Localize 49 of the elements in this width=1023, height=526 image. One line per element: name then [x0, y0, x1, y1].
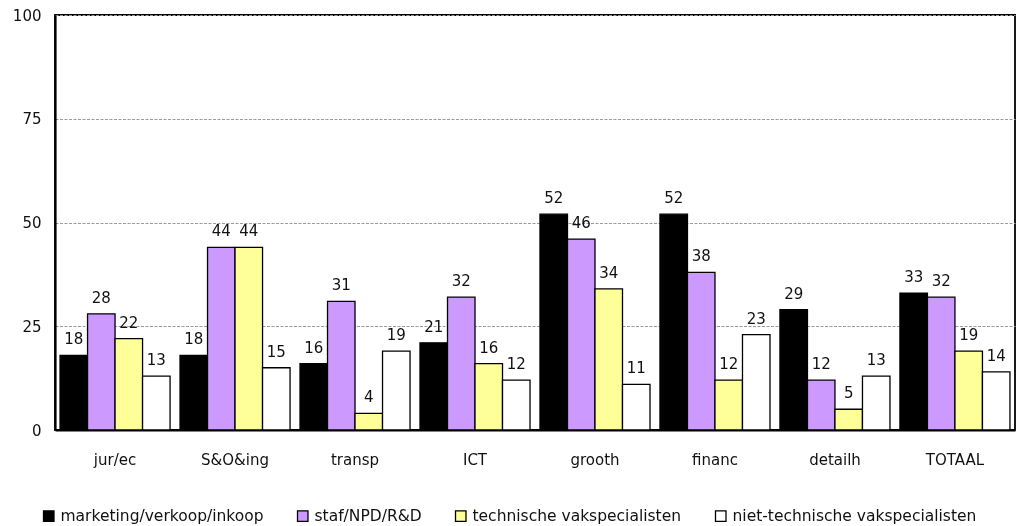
data-label: 21	[424, 317, 444, 336]
legend-label: technische vakspecialisten	[472, 507, 682, 526]
data-label: 5	[843, 384, 854, 403]
x-tick-label: S&O&ing	[201, 450, 269, 469]
y-tick-label: 75	[22, 110, 42, 129]
data-label: 32	[451, 272, 471, 291]
x-tick-label: transp	[330, 450, 380, 469]
data-label: 19	[386, 326, 406, 345]
x-tick-label: detailh	[809, 450, 861, 469]
y-tick-label: 0	[31, 421, 42, 440]
data-label: 46	[571, 214, 591, 233]
data-label: 23	[746, 309, 766, 328]
data-label: 22	[119, 313, 139, 332]
x-tick-label: TOTAAL	[924, 450, 985, 469]
x-tick-label: financ	[692, 450, 738, 469]
data-label: 12	[506, 355, 526, 374]
data-label: 38	[691, 247, 711, 266]
data-label: 19	[959, 326, 979, 345]
data-label: 28	[91, 288, 111, 307]
legend-label: staf/NPD/R&D	[314, 507, 422, 526]
data-label: 16	[304, 338, 324, 357]
data-label: 18	[64, 330, 84, 349]
data-label: 12	[719, 355, 739, 374]
data-label: 33	[904, 268, 924, 287]
legend-label: niet-technische vakspecialisten	[732, 507, 977, 526]
x-tick-label: grooth	[570, 450, 620, 469]
x-tick-label: jur/ec	[92, 450, 137, 469]
y-tick-label: 100	[12, 6, 42, 25]
data-label: 34	[599, 263, 619, 282]
legend-label: marketing/verkoop/inkoop	[60, 507, 264, 526]
data-label: 14	[986, 346, 1006, 365]
data-label: 15	[266, 342, 286, 361]
data-label: 16	[479, 338, 499, 357]
x-tick-label: ICT	[462, 450, 488, 469]
data-label: 13	[146, 351, 166, 370]
data-label: 52	[664, 189, 684, 208]
data-label: 31	[331, 276, 351, 295]
y-tick-label: 50	[22, 214, 42, 232]
data-label: 13	[866, 351, 886, 370]
data-label: 52	[544, 189, 564, 208]
data-label: 18	[184, 330, 204, 349]
data-label: 12	[811, 355, 831, 374]
y-tick-label: 25	[22, 317, 42, 336]
data-label: 4	[364, 388, 374, 407]
data-label: 44	[239, 222, 259, 241]
data-label: 32	[931, 272, 951, 291]
data-label: 44	[211, 222, 231, 241]
data-label: 29	[784, 284, 804, 303]
data-label: 11	[626, 359, 646, 378]
